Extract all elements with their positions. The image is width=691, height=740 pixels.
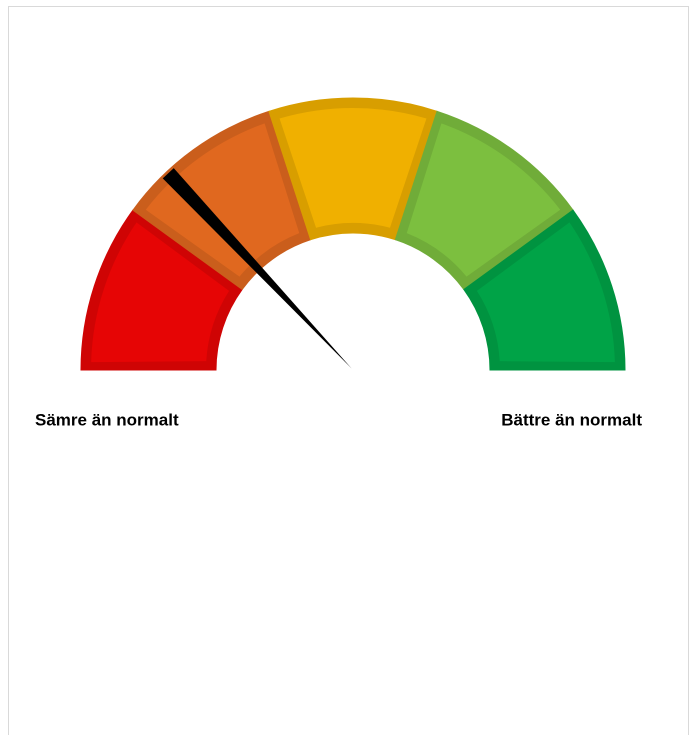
needle: [162, 168, 352, 369]
gauge-segment-face: [406, 123, 561, 277]
frame: [8, 6, 689, 740]
gauge-segment-face: [279, 108, 427, 228]
max-label: Bättre än normalt: [501, 410, 642, 429]
gauge-segment-face: [145, 123, 300, 277]
gauge-segment-face: [476, 222, 615, 363]
min-label: Sämre än normalt: [35, 410, 179, 429]
gauge-segment-face: [91, 222, 230, 363]
